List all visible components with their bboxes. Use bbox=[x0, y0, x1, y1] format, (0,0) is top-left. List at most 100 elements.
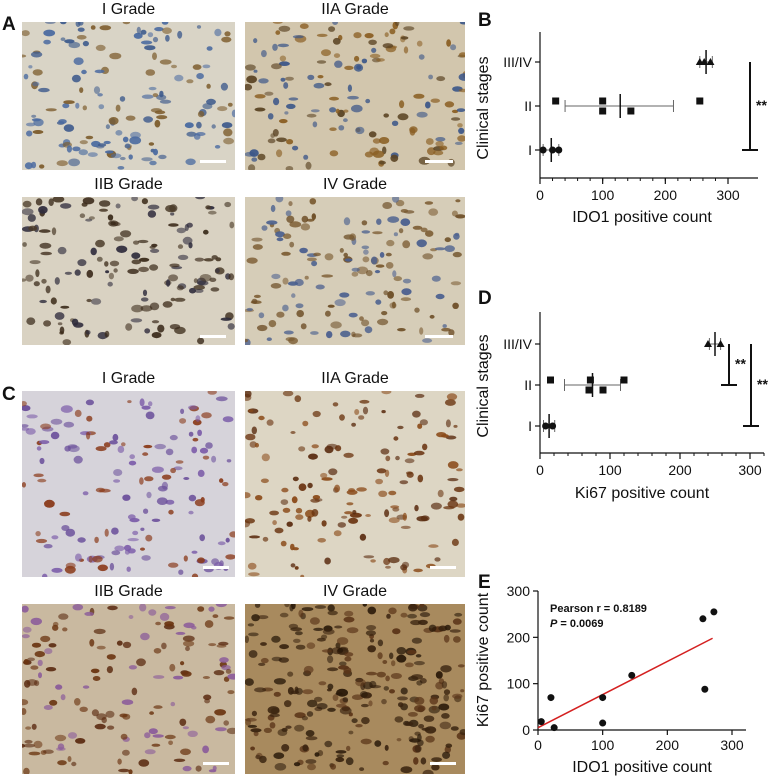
cell-nucleus bbox=[260, 657, 269, 664]
cell-nucleus bbox=[316, 60, 327, 64]
chart-e-pearson-annotation: Pearson r = 0.8189 bbox=[550, 603, 647, 615]
cell-nucleus bbox=[335, 750, 347, 754]
cell-nucleus bbox=[254, 94, 266, 99]
cell-nucleus bbox=[348, 517, 359, 524]
cell-nucleus bbox=[333, 530, 342, 537]
cell-nucleus bbox=[214, 709, 227, 716]
cell-nucleus bbox=[316, 703, 328, 710]
cell-nucleus bbox=[221, 122, 233, 129]
cell-nucleus bbox=[129, 454, 135, 460]
cell-nucleus bbox=[38, 229, 51, 233]
cell-nucleus bbox=[400, 36, 409, 40]
cell-nucleus bbox=[306, 218, 315, 222]
cell-nucleus bbox=[371, 256, 378, 265]
cell-nucleus bbox=[211, 455, 217, 463]
cell-nucleus bbox=[246, 75, 257, 84]
cell-nucleus bbox=[303, 665, 314, 674]
micrograph-a4 bbox=[245, 197, 465, 345]
cell-nucleus bbox=[223, 616, 235, 620]
cell-nucleus bbox=[26, 679, 38, 686]
cell-nucleus bbox=[112, 433, 119, 442]
cell-nucleus bbox=[113, 222, 121, 227]
cell-nucleus bbox=[35, 531, 41, 537]
cell-nucleus bbox=[199, 447, 209, 454]
cell-nucleus bbox=[56, 160, 68, 167]
cell-nucleus bbox=[305, 730, 315, 737]
chart-b-xlabel: IDO1 positive count bbox=[572, 209, 712, 226]
scale-bar-c1 bbox=[203, 566, 229, 569]
cell-nucleus bbox=[229, 531, 235, 538]
cell-nucleus bbox=[206, 83, 211, 89]
cell-nucleus bbox=[307, 763, 316, 771]
cell-nucleus bbox=[131, 304, 144, 313]
cell-nucleus bbox=[439, 721, 451, 730]
cell-nucleus bbox=[272, 129, 279, 137]
cell-nucleus bbox=[457, 513, 465, 521]
cell-nucleus bbox=[268, 320, 277, 328]
cell-nucleus bbox=[250, 746, 255, 751]
cell-nucleus bbox=[398, 228, 404, 234]
cell-nucleus bbox=[43, 705, 53, 710]
cell-nucleus bbox=[183, 477, 190, 480]
cell-nucleus bbox=[129, 518, 140, 523]
cell-nucleus bbox=[384, 744, 389, 751]
cell-nucleus bbox=[295, 507, 303, 514]
cell-nucleus bbox=[413, 450, 425, 456]
cell-nucleus bbox=[449, 629, 461, 633]
cell-nucleus bbox=[346, 627, 359, 634]
cell-nucleus bbox=[301, 607, 314, 612]
cell-nucleus bbox=[186, 131, 197, 137]
cell-nucleus bbox=[169, 434, 178, 441]
cell-nucleus bbox=[401, 288, 412, 296]
cell-nucleus bbox=[457, 135, 465, 142]
cell-nucleus bbox=[364, 326, 373, 334]
cell-nucleus bbox=[127, 538, 139, 542]
cell-nucleus bbox=[95, 239, 105, 248]
cell-nucleus bbox=[187, 730, 198, 737]
cell-nucleus bbox=[248, 535, 261, 539]
cell-nucleus bbox=[28, 65, 33, 69]
cell-nucleus bbox=[433, 150, 444, 156]
cell-nucleus bbox=[425, 230, 434, 237]
x-tick-label: 300 bbox=[716, 187, 740, 203]
cell-nucleus bbox=[139, 604, 147, 612]
cell-nucleus bbox=[152, 52, 157, 60]
cell-nucleus bbox=[444, 101, 455, 108]
cell-nucleus bbox=[451, 109, 459, 114]
y-tick-label: 100 bbox=[507, 676, 531, 692]
cell-nucleus bbox=[351, 267, 360, 272]
tile-label-a2: IIA Grade bbox=[321, 1, 389, 18]
cell-nucleus bbox=[351, 422, 356, 427]
cell-nucleus bbox=[397, 696, 408, 701]
x-tick-label: 200 bbox=[668, 462, 692, 478]
cell-nucleus bbox=[212, 614, 219, 618]
cell-nucleus bbox=[286, 139, 294, 145]
cell-nucleus bbox=[225, 537, 230, 543]
cell-nucleus bbox=[345, 757, 354, 766]
cell-nucleus bbox=[94, 69, 105, 74]
cell-nucleus bbox=[374, 740, 382, 747]
cell-nucleus bbox=[159, 99, 172, 104]
cell-nucleus bbox=[430, 98, 440, 103]
cell-nucleus bbox=[165, 448, 174, 456]
cell-nucleus bbox=[300, 223, 311, 231]
cell-nucleus bbox=[390, 673, 402, 679]
cell-nucleus bbox=[125, 323, 133, 331]
cell-nucleus bbox=[310, 109, 320, 113]
cell-nucleus bbox=[25, 428, 36, 435]
cell-nucleus bbox=[140, 527, 145, 531]
cell-nucleus bbox=[182, 726, 189, 730]
cell-nucleus bbox=[32, 81, 40, 87]
cell-nucleus bbox=[107, 281, 113, 287]
cell-nucleus bbox=[133, 32, 143, 39]
cell-nucleus bbox=[50, 431, 60, 440]
cell-nucleus bbox=[334, 484, 341, 493]
cell-nucleus bbox=[227, 102, 233, 107]
cell-nucleus bbox=[22, 30, 30, 37]
panel-letter-b: B bbox=[478, 10, 492, 31]
cell-nucleus bbox=[393, 436, 399, 441]
cell-nucleus bbox=[267, 706, 280, 715]
cell-nucleus bbox=[115, 104, 121, 112]
cell-nucleus bbox=[86, 269, 94, 278]
cell-nucleus bbox=[418, 54, 425, 60]
